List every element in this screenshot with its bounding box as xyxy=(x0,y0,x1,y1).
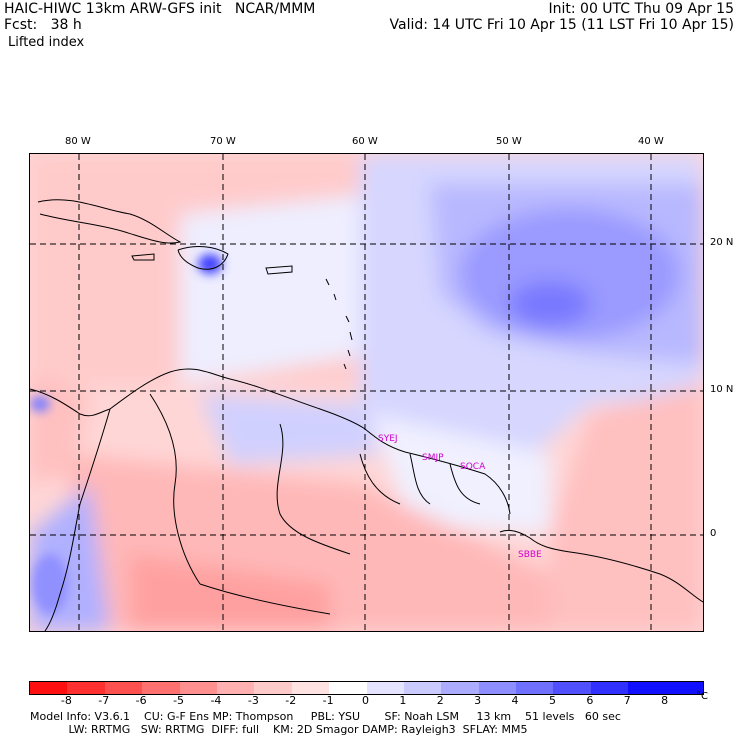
station-label-syej: SYEJ xyxy=(378,434,398,444)
colorbar-swatch xyxy=(590,682,629,694)
lat-label-20n: 20 N xyxy=(710,237,734,248)
header-left-line2: Fcst: 38 h xyxy=(4,17,82,33)
colorbar-swatch xyxy=(142,682,180,694)
lon-label-60w: 60 W xyxy=(352,136,378,147)
colorbar-unit: °C xyxy=(696,691,708,702)
footer-model-info-line2: LW: RRTMG SW: RRTMG DIFF: full KM: 2D Sm… xyxy=(30,723,528,736)
colorbar-swatch xyxy=(329,682,367,694)
colorbar-tick-label: 5 xyxy=(548,694,556,707)
colorbar-tick-label: -2 xyxy=(285,694,297,707)
lat-label-10n: 10 N xyxy=(710,384,734,395)
lon-label-80w: 80 W xyxy=(65,136,91,147)
colorbar-swatch xyxy=(67,682,105,694)
footer-model-info-line1: Model Info: V3.6.1 CU: G-F Ens MP: Thomp… xyxy=(30,710,621,723)
colorbar-swatch xyxy=(104,682,143,694)
colorbar-tick-label: 3 xyxy=(474,694,482,707)
colorbar-tick-label: -7 xyxy=(98,694,110,707)
colorbar-swatch xyxy=(30,682,68,694)
lon-label-70w: 70 W xyxy=(210,136,236,147)
colorbar-tick-label: 4 xyxy=(511,694,519,707)
colorbar-swatch xyxy=(254,682,292,694)
station-label-sbbe: SBBE xyxy=(518,550,542,560)
colorbar-swatch xyxy=(403,682,442,694)
lat-label-0: 0 xyxy=(710,528,717,539)
colorbar-swatch xyxy=(665,682,704,694)
colorbar-tick-label: 0 xyxy=(362,694,369,707)
colorbar-swatch xyxy=(553,682,591,694)
station-label-soca: SOCA xyxy=(460,462,486,472)
colorbar-tick-label: 1 xyxy=(399,694,407,707)
colorbar-tick-label: -5 xyxy=(173,694,185,707)
colorbar-tick-label: 6 xyxy=(586,694,594,707)
colorbar-swatch xyxy=(366,682,404,694)
lon-label-40w: 40 W xyxy=(638,136,664,147)
colorbar-tick-label: -3 xyxy=(247,694,259,707)
lifted-index-map: SYEJ SMJP SOCA SBBE xyxy=(29,153,704,632)
colorbar-tick-label: -6 xyxy=(135,694,147,707)
colorbar-tick-label: 8 xyxy=(661,694,669,707)
lon-label-50w: 50 W xyxy=(496,136,522,147)
colorbar-tick-label: 7 xyxy=(623,694,631,707)
colorbar-swatch xyxy=(516,682,554,694)
field-name: Lifted index xyxy=(8,35,85,50)
header-right-line2: Valid: 14 UTC Fri 10 Apr 15 (11 LST Fri … xyxy=(389,17,734,33)
header-left-line1: HAIC-HIWC 13km ARW-GFS init NCAR/MMM xyxy=(4,1,316,17)
colorbar-swatch xyxy=(478,682,517,694)
colorbar xyxy=(29,681,704,695)
colorbar-swatch xyxy=(441,682,479,694)
colorbar-tick-label: -8 xyxy=(60,694,72,707)
colorbar-swatch xyxy=(216,682,255,694)
colorbar-tick-label: -1 xyxy=(322,694,334,707)
colorbar-swatch xyxy=(628,682,666,694)
station-label-smjp: SMJP xyxy=(422,453,444,463)
header-right-line1: Init: 00 UTC Thu 09 Apr 15 xyxy=(548,1,734,17)
colorbar-tick-label: 2 xyxy=(436,694,444,707)
colorbar-swatch xyxy=(179,682,217,694)
colorbar-tick-label: -4 xyxy=(210,694,222,707)
colorbar-swatch xyxy=(291,682,330,694)
